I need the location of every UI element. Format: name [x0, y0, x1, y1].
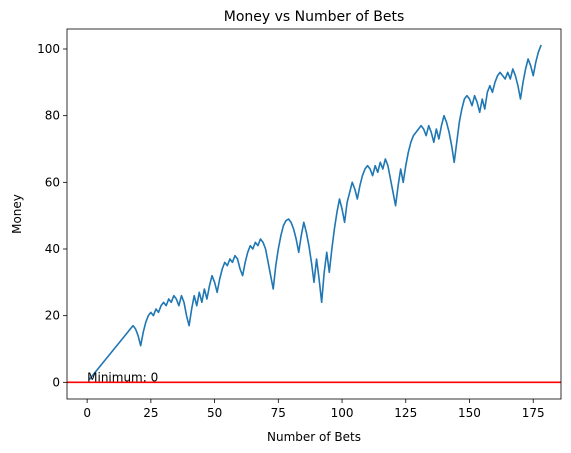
x-tick-label: 25	[143, 406, 158, 420]
plot-frame	[66, 28, 562, 400]
y-tick-label: 60	[45, 175, 60, 189]
y-tick-label: 20	[45, 309, 60, 323]
x-axis-ticks: 0 25 50 75 100 125 150 175	[83, 399, 545, 420]
money-series-line	[88, 44, 542, 381]
x-tick-label: 125	[394, 406, 417, 420]
y-tick-label: 40	[45, 242, 60, 256]
x-tick-label: 100	[331, 406, 354, 420]
x-tick-label: 150	[458, 406, 481, 420]
plot-area: Minimum: 0	[67, 44, 561, 384]
y-tick-label: 0	[52, 375, 60, 389]
y-axis-ticks: 0 20 40 60 80 100	[37, 42, 67, 389]
x-axis-title: Number of Bets	[267, 430, 361, 444]
y-axis-title: Money	[10, 194, 24, 234]
chart-title: Money vs Number of Bets	[224, 9, 405, 25]
x-tick-label: 175	[522, 406, 545, 420]
y-tick-label: 80	[45, 109, 60, 123]
minimum-annotation: Minimum: 0	[87, 370, 158, 384]
x-tick-label: 0	[83, 406, 91, 420]
x-tick-label: 75	[271, 406, 286, 420]
y-tick-label: 100	[37, 42, 60, 56]
x-tick-label: 50	[207, 406, 222, 420]
